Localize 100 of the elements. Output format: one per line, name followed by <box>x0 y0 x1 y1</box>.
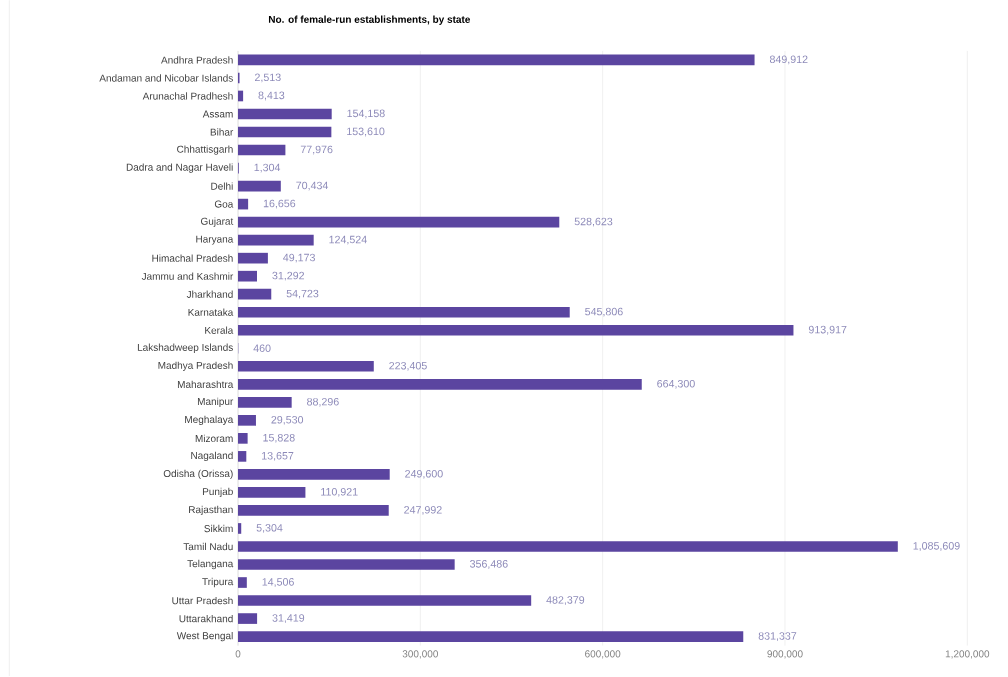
bar <box>238 595 532 607</box>
data-label: 153,610 <box>347 127 385 137</box>
x-tick-label: 900,000 <box>767 650 803 659</box>
bar <box>238 505 389 517</box>
data-label: 49,173 <box>283 253 315 263</box>
data-label: 16,656 <box>263 199 296 209</box>
y-tick-label: Rajasthan <box>189 506 233 516</box>
bar <box>238 126 332 138</box>
data-label: 110,921 <box>321 488 358 498</box>
data-label: 14,506 <box>262 578 294 588</box>
bar <box>238 631 744 643</box>
bar <box>238 325 794 336</box>
y-tick-label: Uttar Pradesh <box>172 597 233 605</box>
data-label: 88,296 <box>307 398 339 407</box>
bar <box>238 523 242 535</box>
data-label: 124,524 <box>329 235 367 245</box>
data-label: 8,413 <box>258 91 285 101</box>
data-label: 913,917 <box>808 326 847 335</box>
y-tick-label: Maharashtra <box>177 380 234 389</box>
x-tick-label: 0 <box>235 650 241 658</box>
y-tick-label: Gujarat <box>201 217 234 228</box>
bar <box>238 613 258 625</box>
data-label: 31,419 <box>272 614 305 624</box>
bar <box>238 379 642 390</box>
bar <box>238 289 272 300</box>
bar <box>238 199 249 210</box>
y-tick-label: Meghalaya <box>185 415 234 426</box>
bar <box>238 90 244 102</box>
bar <box>238 253 268 264</box>
data-label: 249,600 <box>405 470 443 480</box>
bar <box>238 487 306 498</box>
data-label: 154,158 <box>347 109 385 119</box>
bar <box>238 54 755 66</box>
y-tick-label: Tamil Nadu <box>183 543 233 551</box>
bar <box>238 271 258 282</box>
bar <box>238 307 570 318</box>
y-tick-label: Manipur <box>197 397 234 408</box>
x-tick-label: 600,000 <box>585 650 621 659</box>
x-tick-label: 1,200,000 <box>945 650 990 659</box>
y-tick-label: Kerala <box>205 326 234 335</box>
bar <box>238 577 247 589</box>
data-label: 460 <box>253 344 271 353</box>
y-tick-label: Chhattisgarh <box>177 145 233 155</box>
bar <box>238 144 286 156</box>
y-tick-label: Arunachal Pradhesh <box>142 92 233 100</box>
y-tick-label: Andhra Pradesh <box>161 56 233 64</box>
x-tick-label: 300,000 <box>402 650 439 659</box>
data-label: 482,379 <box>546 596 585 606</box>
data-label: 2,513 <box>255 73 281 83</box>
bar <box>238 469 390 480</box>
chart-title: No. of female-run establishments, by state <box>268 15 471 26</box>
bar <box>238 433 248 444</box>
data-label: 13,657 <box>262 452 294 462</box>
y-tick-label: Bihar <box>210 128 234 136</box>
data-label: 29,530 <box>271 416 304 425</box>
data-label: 849,912 <box>769 55 808 65</box>
y-tick-label: Dadra and Nagar Haveli <box>126 163 233 173</box>
data-label: 664,300 <box>657 380 695 389</box>
y-tick-label: Andaman and Nicobar Islands <box>99 74 233 82</box>
data-label: 54,723 <box>286 290 319 299</box>
data-label: 15,828 <box>263 434 295 443</box>
bar <box>238 397 292 408</box>
y-tick-label: Delhi <box>211 182 233 190</box>
bar <box>238 559 455 571</box>
bar <box>238 217 560 228</box>
y-tick-label: Tripura <box>202 578 234 588</box>
data-label: 528,623 <box>574 217 613 227</box>
y-tick-label: Madhya Pradesh <box>158 361 233 372</box>
y-tick-label: Assam <box>202 110 233 118</box>
data-label: 70,434 <box>296 181 329 191</box>
data-label: 831,337 <box>758 632 797 642</box>
y-tick-label: Uttarakhand <box>179 615 233 623</box>
data-label: 356,486 <box>470 560 508 570</box>
bar <box>238 108 332 120</box>
y-tick-label: Goa <box>214 200 234 208</box>
y-tick-label: Sikkim <box>204 525 233 533</box>
y-tick-label: Haryana <box>196 235 234 245</box>
y-tick-label: Telangana <box>187 560 234 570</box>
data-label: 1,304 <box>254 163 281 173</box>
bar <box>238 415 256 426</box>
data-label: 5,304 <box>256 524 283 534</box>
y-tick-label: Mizoram <box>195 434 233 443</box>
y-tick-label: Lakshadweep Islands <box>137 343 233 354</box>
y-tick-label: West Bengal <box>176 632 233 642</box>
y-tick-label: Himachal Pradesh <box>152 254 233 263</box>
y-tick-label: Jharkhand <box>186 290 233 299</box>
bar <box>238 541 898 553</box>
y-tick-label: Nagaland <box>191 451 233 462</box>
y-tick-label: Jammu and Kashmir <box>141 272 234 281</box>
data-label: 77,976 <box>300 145 333 155</box>
bar <box>238 361 374 372</box>
bar <box>238 451 247 462</box>
data-label: 31,292 <box>272 272 305 281</box>
bar <box>238 180 281 192</box>
data-label: 247,992 <box>404 506 442 516</box>
y-tick-label: Karnataka <box>188 308 234 317</box>
y-tick-label: Punjab <box>202 488 233 498</box>
y-tick-label: Odisha (Orissa) <box>163 469 233 480</box>
data-label: 545,806 <box>585 308 623 317</box>
data-label: 1,085,609 <box>913 542 960 552</box>
